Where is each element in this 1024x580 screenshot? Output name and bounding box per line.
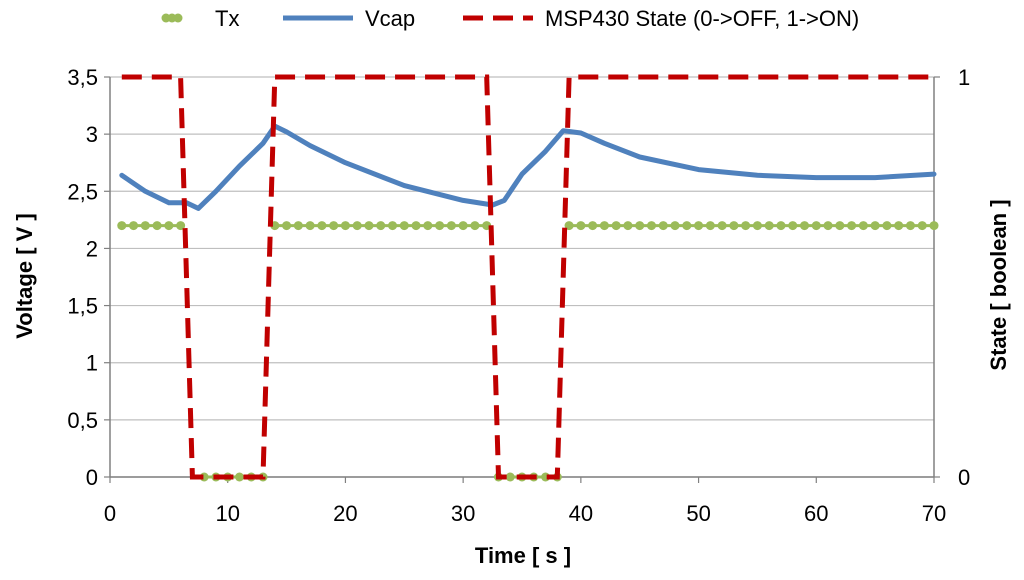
point-tx-0-4	[164, 221, 174, 231]
point-tx-4-20	[800, 221, 810, 231]
tick-label-y-left-3: 1,5	[67, 294, 98, 319]
tick-label-y-left-6: 3	[86, 122, 98, 147]
point-tx-4-12	[705, 221, 715, 231]
point-tx-4-27	[882, 221, 892, 231]
point-tx-0-1	[129, 221, 139, 231]
series-layer	[117, 74, 939, 482]
point-tx-4-31	[929, 221, 939, 231]
tick-label-y-right-1: 1	[958, 65, 970, 90]
point-tx-3-1	[505, 472, 515, 482]
point-tx-2-2	[293, 221, 303, 231]
point-tx-4-14	[729, 221, 739, 231]
point-tx-4-4	[611, 221, 621, 231]
legend-label-tx: Tx	[215, 6, 239, 31]
legend-dot-tx-2	[173, 13, 183, 23]
point-tx-0-3	[152, 221, 162, 231]
point-tx-4-3	[599, 221, 609, 231]
point-tx-1-3	[234, 472, 244, 482]
tick-label-x-2: 20	[333, 501, 357, 526]
axes	[104, 76, 940, 483]
tick-label-y-left-2: 1	[86, 351, 98, 376]
point-tx-4-29	[905, 221, 915, 231]
tick-label-y-left-7: 3,5	[67, 65, 98, 90]
point-tx-4-15	[741, 221, 751, 231]
point-tx-4-11	[694, 221, 704, 231]
tick-label-y-left-5: 2,5	[67, 179, 98, 204]
point-tx-4-18	[776, 221, 786, 231]
y-axis-title-right: State [ boolean ]	[986, 199, 1011, 370]
legend-item-tx: Tx	[161, 6, 239, 31]
point-tx-2-8	[364, 221, 374, 231]
legend-item-state: MSP430 State (0->OFF, 1->ON)	[463, 6, 859, 31]
point-tx-2-11	[399, 221, 409, 231]
point-tx-0-0	[117, 221, 127, 231]
tick-label-y-left-1: 0,5	[67, 408, 98, 433]
tick-label-x-4: 40	[569, 501, 593, 526]
point-tx-2-4	[317, 221, 327, 231]
tick-label-x-7: 70	[922, 501, 946, 526]
series-line-vcap-0	[119, 123, 937, 211]
point-tx-2-17	[470, 221, 480, 231]
point-tx-4-22	[823, 221, 833, 231]
point-tx-4-25	[858, 221, 868, 231]
point-tx-2-3	[305, 221, 315, 231]
tick-label-x-3: 30	[451, 501, 475, 526]
point-tx-2-14	[435, 221, 445, 231]
point-tx-2-5	[329, 221, 339, 231]
point-tx-0-2	[140, 221, 150, 231]
tick-label-y-left-0: 0	[86, 465, 98, 490]
point-tx-4-24	[847, 221, 857, 231]
tick-label-x-1: 10	[215, 501, 239, 526]
point-tx-4-2	[588, 221, 598, 231]
tick-label-y-right-0: 0	[958, 465, 970, 490]
point-tx-4-6	[635, 221, 645, 231]
point-tx-2-1	[282, 221, 292, 231]
point-tx-4-1	[576, 221, 586, 231]
point-tx-4-7	[646, 221, 656, 231]
tick-label-x-5: 50	[686, 501, 710, 526]
point-tx-4-21	[811, 221, 821, 231]
grid-lines	[110, 76, 934, 478]
point-tx-4-26	[870, 221, 880, 231]
point-tx-2-9	[376, 221, 386, 231]
point-tx-2-10	[388, 221, 398, 231]
point-tx-4-13	[717, 221, 727, 231]
point-tx-2-15	[446, 221, 456, 231]
point-tx-4-23	[835, 221, 845, 231]
tick-label-x-0: 0	[104, 501, 116, 526]
point-tx-2-6	[340, 221, 350, 231]
point-tx-4-28	[894, 221, 904, 231]
point-tx-4-8	[658, 221, 668, 231]
tick-label-y-left-4: 2	[86, 236, 98, 261]
point-tx-4-17	[764, 221, 774, 231]
point-tx-4-5	[623, 221, 633, 231]
x-axis-title: Time [ s ]	[475, 543, 571, 568]
point-tx-4-19	[788, 221, 798, 231]
y-axis-title-left: Voltage [ V ]	[12, 213, 37, 339]
point-tx-2-7	[352, 221, 362, 231]
point-tx-2-12	[411, 221, 421, 231]
legend: Tx Vcap MSP430 State (0->OFF, 1->ON)	[161, 6, 859, 31]
series-line-state-0	[121, 74, 934, 480]
legend-label-state: MSP430 State (0->OFF, 1->ON)	[545, 6, 859, 31]
point-tx-4-16	[752, 221, 762, 231]
legend-label-vcap: Vcap	[365, 6, 415, 31]
point-tx-2-13	[423, 221, 433, 231]
point-tx-2-16	[458, 221, 468, 231]
point-tx-4-30	[917, 221, 927, 231]
point-tx-4-10	[682, 221, 692, 231]
legend-item-vcap: Vcap	[283, 6, 415, 31]
tick-label-x-6: 60	[804, 501, 828, 526]
point-tx-4-9	[670, 221, 680, 231]
point-tx-0-5	[176, 221, 186, 231]
